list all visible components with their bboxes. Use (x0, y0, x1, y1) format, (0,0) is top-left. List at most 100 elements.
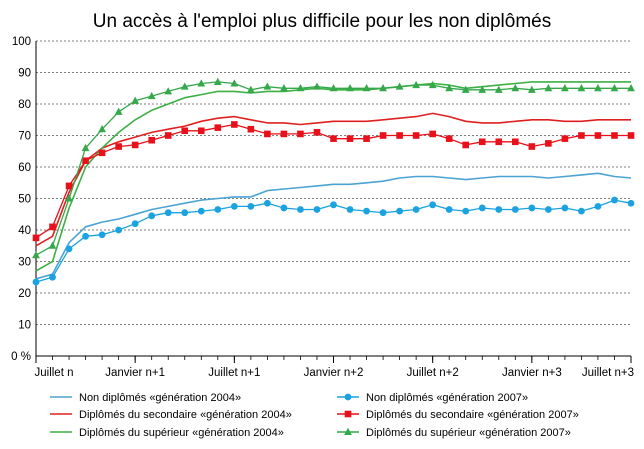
data-point-triangle (263, 82, 272, 90)
data-point-triangle (313, 82, 321, 90)
data-point-circle (230, 202, 238, 210)
y-tick-label: 100 (12, 36, 31, 48)
data-point-triangle (344, 427, 352, 435)
y-tick-label: 90 (18, 68, 31, 80)
data-point-circle (578, 207, 585, 215)
series-2 (35, 112, 631, 247)
y-tick-label: 50 (18, 194, 31, 206)
data-point-circle (511, 206, 519, 213)
data-point-circle (379, 209, 387, 217)
data-point-square (561, 135, 569, 142)
series-1 (35, 172, 632, 280)
data-point-square (115, 143, 122, 150)
x-tick-label: Juillet n+2 (407, 367, 459, 379)
x-tick-label: Juillet n+1 (208, 367, 260, 379)
y-tick-label: 20 (18, 288, 31, 300)
data-point-circle (263, 199, 271, 207)
data-point-triangle (461, 85, 470, 93)
data-point-square (197, 127, 205, 135)
data-point-circle (164, 209, 172, 217)
data-point-circle (544, 206, 552, 213)
data-point-triangle (412, 80, 421, 89)
series-layer (32, 77, 635, 286)
series-6 (32, 77, 635, 259)
data-point-square (478, 138, 486, 146)
x-tick-label: Juillet n (35, 367, 74, 379)
data-point-triangle (610, 84, 619, 92)
data-point-triangle (346, 84, 354, 92)
legend-item-1: Non diplômés «génération 2004» (50, 392, 241, 404)
data-point-triangle (577, 84, 586, 92)
series-line (35, 172, 632, 280)
data-point-circle (396, 207, 404, 215)
data-point-square (344, 410, 352, 418)
data-point-triangle (362, 84, 371, 92)
data-point-square (247, 125, 255, 133)
data-point-square (49, 223, 56, 231)
data-point-triangle (98, 125, 107, 133)
data-point-triangle (445, 84, 454, 92)
legend-label: Diplômés du supérieur «génération 2007» (366, 427, 571, 439)
data-point-square (379, 132, 387, 139)
data-point-square (82, 157, 89, 164)
x-tick-label: Janvier n+1 (105, 367, 165, 379)
series-line (35, 81, 631, 256)
data-point-triangle (114, 107, 123, 115)
legend-item-4: Non diplômés «génération 2007» (337, 392, 528, 404)
data-point-square (627, 132, 635, 139)
series-4 (32, 196, 635, 286)
y-tick-label: 0 % (11, 351, 31, 363)
data-point-triangle (65, 194, 73, 202)
data-point-square (65, 182, 73, 190)
data-point-triangle (164, 87, 173, 95)
data-point-square (528, 143, 536, 150)
data-point-triangle (527, 85, 536, 93)
data-point-circle (528, 204, 536, 212)
data-point-circle (330, 201, 337, 209)
data-point-circle (363, 207, 370, 215)
legend: Non diplômés «génération 2004» Diplômés d… (50, 392, 579, 439)
data-point-square (363, 135, 370, 142)
x-tick-label: Janvier n+3 (502, 367, 562, 379)
data-point-circle (346, 206, 354, 213)
chart-title: Un accès à l'emploi plus difficile pour … (93, 11, 551, 32)
data-point-triangle (428, 80, 437, 89)
data-point-triangle (560, 84, 569, 92)
data-point-square (313, 129, 321, 136)
x-tick-label: Janvier n+2 (304, 367, 364, 379)
series-5 (32, 121, 635, 242)
data-point-circle (115, 226, 123, 234)
data-point-square (495, 138, 503, 146)
data-point-triangle (230, 79, 239, 87)
data-point-square (330, 135, 337, 142)
data-point-circle (32, 278, 40, 286)
data-point-circle (627, 199, 635, 207)
legend-label: Diplômés du secondaire «génération 2007» (366, 409, 579, 421)
data-point-circle (214, 206, 222, 213)
data-point-circle (611, 196, 618, 204)
data-point-circle (280, 204, 288, 212)
data-point-circle (131, 220, 139, 228)
data-point-circle (313, 206, 321, 213)
data-point-circle (82, 232, 89, 240)
data-point-triangle (32, 251, 40, 259)
data-point-triangle (246, 85, 255, 93)
data-point-square (214, 124, 222, 131)
data-point-circle (445, 206, 453, 213)
data-point-triangle (494, 85, 503, 93)
data-point-square (264, 130, 271, 138)
y-tick-label: 30 (18, 257, 31, 269)
data-point-circle (247, 202, 255, 210)
grid (36, 40, 631, 325)
data-point-circle (344, 393, 352, 401)
data-point-triangle (213, 77, 222, 85)
legend-label: Diplômés du secondaire «génération 2004» (79, 409, 292, 421)
data-point-triangle (147, 91, 156, 100)
legend-item-2: Diplômés du secondaire «génération 2004» (50, 409, 292, 421)
legend-item-5: Diplômés du secondaire «génération 2007» (337, 409, 579, 421)
data-point-square (545, 140, 552, 147)
data-point-triangle (511, 84, 520, 92)
data-point-square (396, 132, 403, 139)
series-line (35, 199, 632, 283)
